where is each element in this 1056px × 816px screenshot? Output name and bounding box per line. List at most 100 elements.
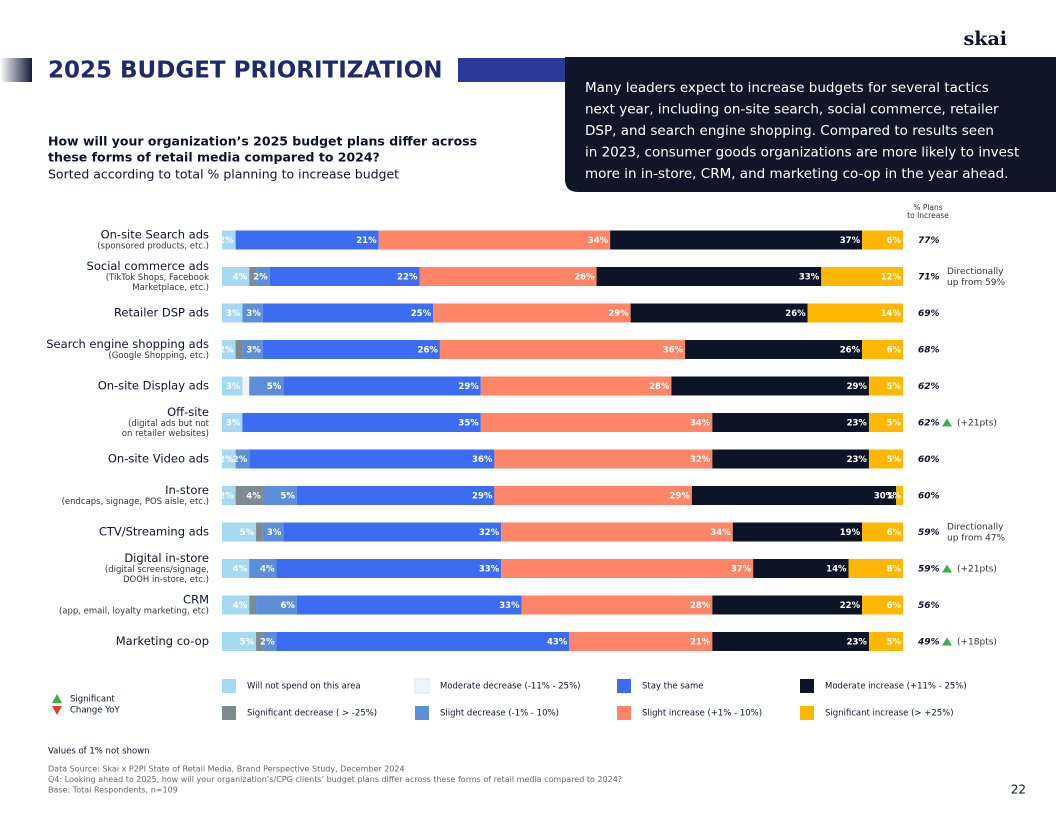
value-label: 5% xyxy=(887,638,902,648)
value-label: 2% xyxy=(219,492,234,502)
value-label: 4% xyxy=(246,492,261,502)
bar-segment xyxy=(242,413,481,432)
bar-segment xyxy=(249,376,284,396)
bar-segment xyxy=(480,413,713,432)
bar-segment xyxy=(712,595,863,615)
legend-label: Moderate decrease (-11% - 25%) xyxy=(440,682,581,692)
value-label: 19% xyxy=(840,528,861,538)
value-label: 5% xyxy=(267,382,282,392)
total-label: 60% xyxy=(918,455,940,465)
total-label: 56% xyxy=(918,601,940,611)
value-label: 23% xyxy=(847,455,868,465)
bar-segment xyxy=(222,303,243,323)
value-label: 1% xyxy=(887,492,902,502)
bar-segment xyxy=(630,303,808,323)
bar-segment xyxy=(249,449,495,469)
callout-box xyxy=(565,57,1056,192)
legend-label: Slight decrease (-1% - 10%) xyxy=(440,709,559,719)
title-accent xyxy=(0,58,32,82)
value-label: 29% xyxy=(458,382,479,392)
legend-label: Significant decrease ( > -25%) xyxy=(247,709,377,719)
callout-text: more in in-store, CRM, and marketing co-… xyxy=(585,166,1008,182)
bar-segment xyxy=(433,303,631,323)
value-label: 12% xyxy=(881,273,902,283)
category-note: (Google Shopping, etc.) xyxy=(108,351,209,361)
bar-segment xyxy=(685,340,863,359)
total-label: 49% xyxy=(917,638,940,648)
category-note: (endcaps, signage, POS aisle, etc.) xyxy=(62,497,209,507)
bar-segment xyxy=(235,230,379,250)
legend-down xyxy=(52,706,62,715)
bar-segment xyxy=(821,267,903,286)
value-label: 33% xyxy=(799,273,820,283)
bar-segment xyxy=(807,303,903,323)
category-note: DOOH in-store, etc.) xyxy=(123,575,209,585)
category-label: On-site Video ads xyxy=(108,452,209,466)
source: Data Source: Skai x P2PI State of Retail… xyxy=(48,765,405,774)
bar-segment xyxy=(862,595,903,615)
value-label: 2% xyxy=(233,455,248,465)
change-legend: Change YoY xyxy=(70,706,121,716)
bar-segment xyxy=(896,486,903,505)
total-label: 71% xyxy=(918,273,940,283)
value-label: 25% xyxy=(411,309,432,319)
source: Base: Total Respondents, n=109 xyxy=(48,786,178,795)
value-label: 28% xyxy=(690,601,711,611)
bar-segment xyxy=(671,376,869,396)
significant-up xyxy=(942,637,952,646)
bar-segment xyxy=(501,559,754,578)
bar-segment xyxy=(242,303,263,323)
value-label: 3% xyxy=(267,528,282,538)
bar-segment xyxy=(569,632,713,651)
value-label: 14% xyxy=(881,309,902,319)
category-label: Social commerce ads xyxy=(87,259,209,273)
value-label: 22% xyxy=(840,601,861,611)
total-label: 59% xyxy=(918,565,940,575)
bar-segment xyxy=(235,486,263,505)
bar-segment xyxy=(868,376,903,396)
total-label: 62% xyxy=(918,382,940,392)
value-label: 37% xyxy=(731,565,752,575)
bar-segment xyxy=(610,230,863,250)
callout-text: Many leaders expect to increase budgets … xyxy=(585,80,989,96)
bar-segment xyxy=(222,632,257,651)
bar-segment xyxy=(691,486,897,505)
change-note: (+18pts) xyxy=(957,638,997,648)
bar-segment xyxy=(249,595,257,615)
legend-label: Significant increase (> +25%) xyxy=(825,709,954,719)
bar-segment xyxy=(712,449,869,469)
category-note: Marketplace, etc.) xyxy=(132,283,209,293)
bar-segment xyxy=(222,340,236,359)
bar-segment xyxy=(222,376,243,396)
bar-segment xyxy=(596,267,822,286)
callout-text: next year, including on-site search, soc… xyxy=(585,102,999,118)
value-label: 2% xyxy=(253,273,268,283)
callout-text: DSP, and search engine shopping. Compare… xyxy=(585,123,994,139)
bar-segment xyxy=(222,230,236,250)
value-label: 32% xyxy=(479,528,500,538)
total-label: 68% xyxy=(918,346,940,356)
legend-swatch xyxy=(222,679,236,693)
category-note: (app, email, loyalty marketing, etc) xyxy=(59,607,209,617)
bar-segment xyxy=(262,340,440,359)
value-label: 3% xyxy=(226,309,241,319)
value-label: 36% xyxy=(472,455,493,465)
value-label: 6% xyxy=(887,528,902,538)
change-legend: Significant xyxy=(70,695,116,705)
change-note: (+21pts) xyxy=(957,565,997,575)
value-label: 5% xyxy=(887,382,902,392)
category-label: On-site Search ads xyxy=(101,228,209,242)
bar-segment xyxy=(222,595,250,615)
value-label: 6% xyxy=(280,601,295,611)
significant-up xyxy=(942,564,952,573)
bar-segment xyxy=(262,522,284,542)
bar-segment xyxy=(276,559,502,578)
brand-logo: skai xyxy=(964,28,1007,50)
totals-header: % Plans xyxy=(913,203,942,212)
bar-segment xyxy=(862,522,903,542)
value-label: 5% xyxy=(240,638,255,648)
slide-title: 2025 BUDGET PRIORITIZATION xyxy=(48,58,443,84)
value-label: 26% xyxy=(574,273,595,283)
value-label: 23% xyxy=(847,419,868,429)
